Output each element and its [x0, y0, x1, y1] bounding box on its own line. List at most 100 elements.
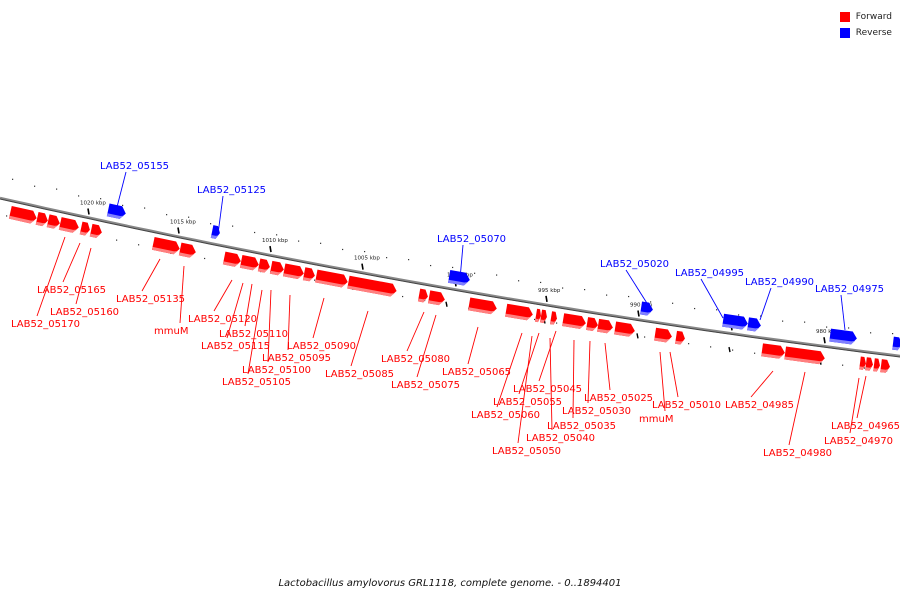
gene-label: LAB52_05020: [600, 259, 669, 270]
ruler-dot: [138, 244, 140, 246]
forward-gene-arrow: [58, 217, 79, 233]
label-leader-line: [75, 247, 92, 305]
gene-label: LAB52_05135: [116, 294, 185, 305]
major-tick: [545, 295, 548, 302]
legend-item-reverse: Reverse: [839, 25, 892, 41]
gene-label: LAB52_05100: [242, 365, 311, 376]
ruler-dot: [430, 264, 432, 267]
ruler-dot: [628, 295, 630, 298]
ruler-dot: [864, 367, 866, 369]
forward-gene-arrow: [873, 358, 880, 372]
forward-gene-arrow: [534, 308, 541, 323]
ruler-dot: [650, 301, 652, 303]
gene-label: LAB52_05170: [11, 319, 80, 330]
label-leader-line: [350, 310, 369, 367]
ruler-dot: [540, 281, 542, 284]
label-leader-line: [247, 289, 263, 375]
ruler-dot: [402, 295, 404, 298]
label-leader-line: [625, 269, 651, 309]
ruler-dot: [644, 336, 646, 338]
ruler-label: 980 kbp: [816, 329, 839, 335]
gene-label: LAB52_05040: [526, 433, 595, 444]
major-tick: [269, 245, 272, 253]
forward-gene-arrow: [222, 251, 241, 267]
label-leader-line: [459, 244, 464, 280]
ruler-dot: [562, 287, 564, 289]
ruler-dot: [782, 320, 784, 322]
label-leader-line: [141, 258, 161, 292]
gene-label: LAB52_05025: [584, 393, 653, 404]
gene-label: LAB52_05155: [100, 161, 169, 172]
forward-gene-arrow: [151, 237, 180, 255]
label-leader-line: [287, 294, 291, 351]
label-leader-line: [312, 297, 325, 339]
ruler-label: 1005 kbp: [354, 256, 380, 262]
forward-gene-arrow: [302, 267, 315, 282]
label-leader-line: [604, 342, 611, 391]
forward-gene-arrow: [35, 211, 48, 227]
forward-gene-arrow: [427, 290, 445, 306]
gene-label: LAB52_05095: [262, 353, 331, 364]
label-leader-line: [518, 332, 540, 395]
ruler-dot: [314, 279, 316, 281]
gene-label: LAB52_05050: [492, 446, 561, 457]
ruler-dot: [276, 234, 278, 236]
ruler-dot: [496, 274, 498, 276]
ruler-label: 1020 kbp: [80, 201, 106, 207]
label-leader-line: [244, 283, 253, 327]
gene-label: LAB52_05165: [37, 285, 106, 296]
label-leader-line: [840, 294, 846, 331]
forward-gene-arrow: [8, 206, 37, 224]
gene-label: LAB52_05120: [188, 314, 257, 325]
forward-gene-arrow: [79, 221, 90, 236]
gene-label: LAB52_05035: [547, 421, 616, 432]
gene-label: LAB52_05115: [201, 341, 270, 352]
reverse-swatch: [839, 28, 850, 38]
ruler-dot: [694, 307, 696, 310]
gene-label: LAB52_05125: [197, 185, 266, 196]
ruler-dot: [738, 314, 740, 316]
label-leader-line: [700, 278, 724, 319]
gene-label: LAB52_05090: [287, 341, 356, 352]
major-tick: [177, 227, 180, 234]
forward-gene-arrow: [761, 343, 785, 359]
gene-label: LAB52_05070: [437, 234, 506, 245]
gene-label: LAB52_05010: [652, 400, 721, 411]
ruler-dot: [116, 239, 118, 241]
ruler-dot: [688, 343, 690, 345]
ruler-dot: [364, 250, 366, 253]
reverse-gene-arrow: [210, 225, 220, 239]
gene-label: LAB52_05045: [513, 384, 582, 395]
forward-gene-arrow: [417, 288, 428, 303]
forward-gene-arrow: [468, 297, 497, 315]
ruler-dot: [892, 333, 894, 335]
gene-label: LAB52_04990: [745, 277, 814, 288]
forward-gene-arrow: [269, 260, 284, 276]
gene-label: LAB52_05160: [50, 307, 119, 318]
ruler-dot: [320, 242, 322, 244]
ruler-dot: [804, 321, 806, 323]
genome-backbone-shadow: [0, 198, 900, 358]
ruler-dot: [254, 231, 256, 234]
ruler-dot: [842, 364, 844, 366]
ruler-dot: [34, 185, 36, 187]
gene-label: LAB52_05085: [325, 369, 394, 380]
forward-gene-arrow: [675, 330, 685, 345]
gene-label: LAB52_04980: [763, 448, 832, 459]
forward-gene-arrow: [178, 242, 196, 258]
gene-label: LAB52_05055: [493, 397, 562, 408]
gene-label: LAB52_04975: [815, 284, 884, 295]
ruler-dot: [870, 332, 872, 334]
gene-label: LAB52_05030: [562, 406, 631, 417]
legend-item-forward: Forward: [839, 9, 892, 25]
ruler-label: 1015 kbp: [170, 220, 196, 226]
ruler-dot: [556, 322, 558, 324]
major-tick: [637, 310, 640, 317]
gene-label: LAB52_05105: [222, 377, 291, 388]
ruler-dot: [56, 188, 58, 190]
label-leader-line: [406, 311, 425, 352]
ruler-dot: [584, 289, 586, 291]
ruler-dot: [210, 223, 212, 225]
